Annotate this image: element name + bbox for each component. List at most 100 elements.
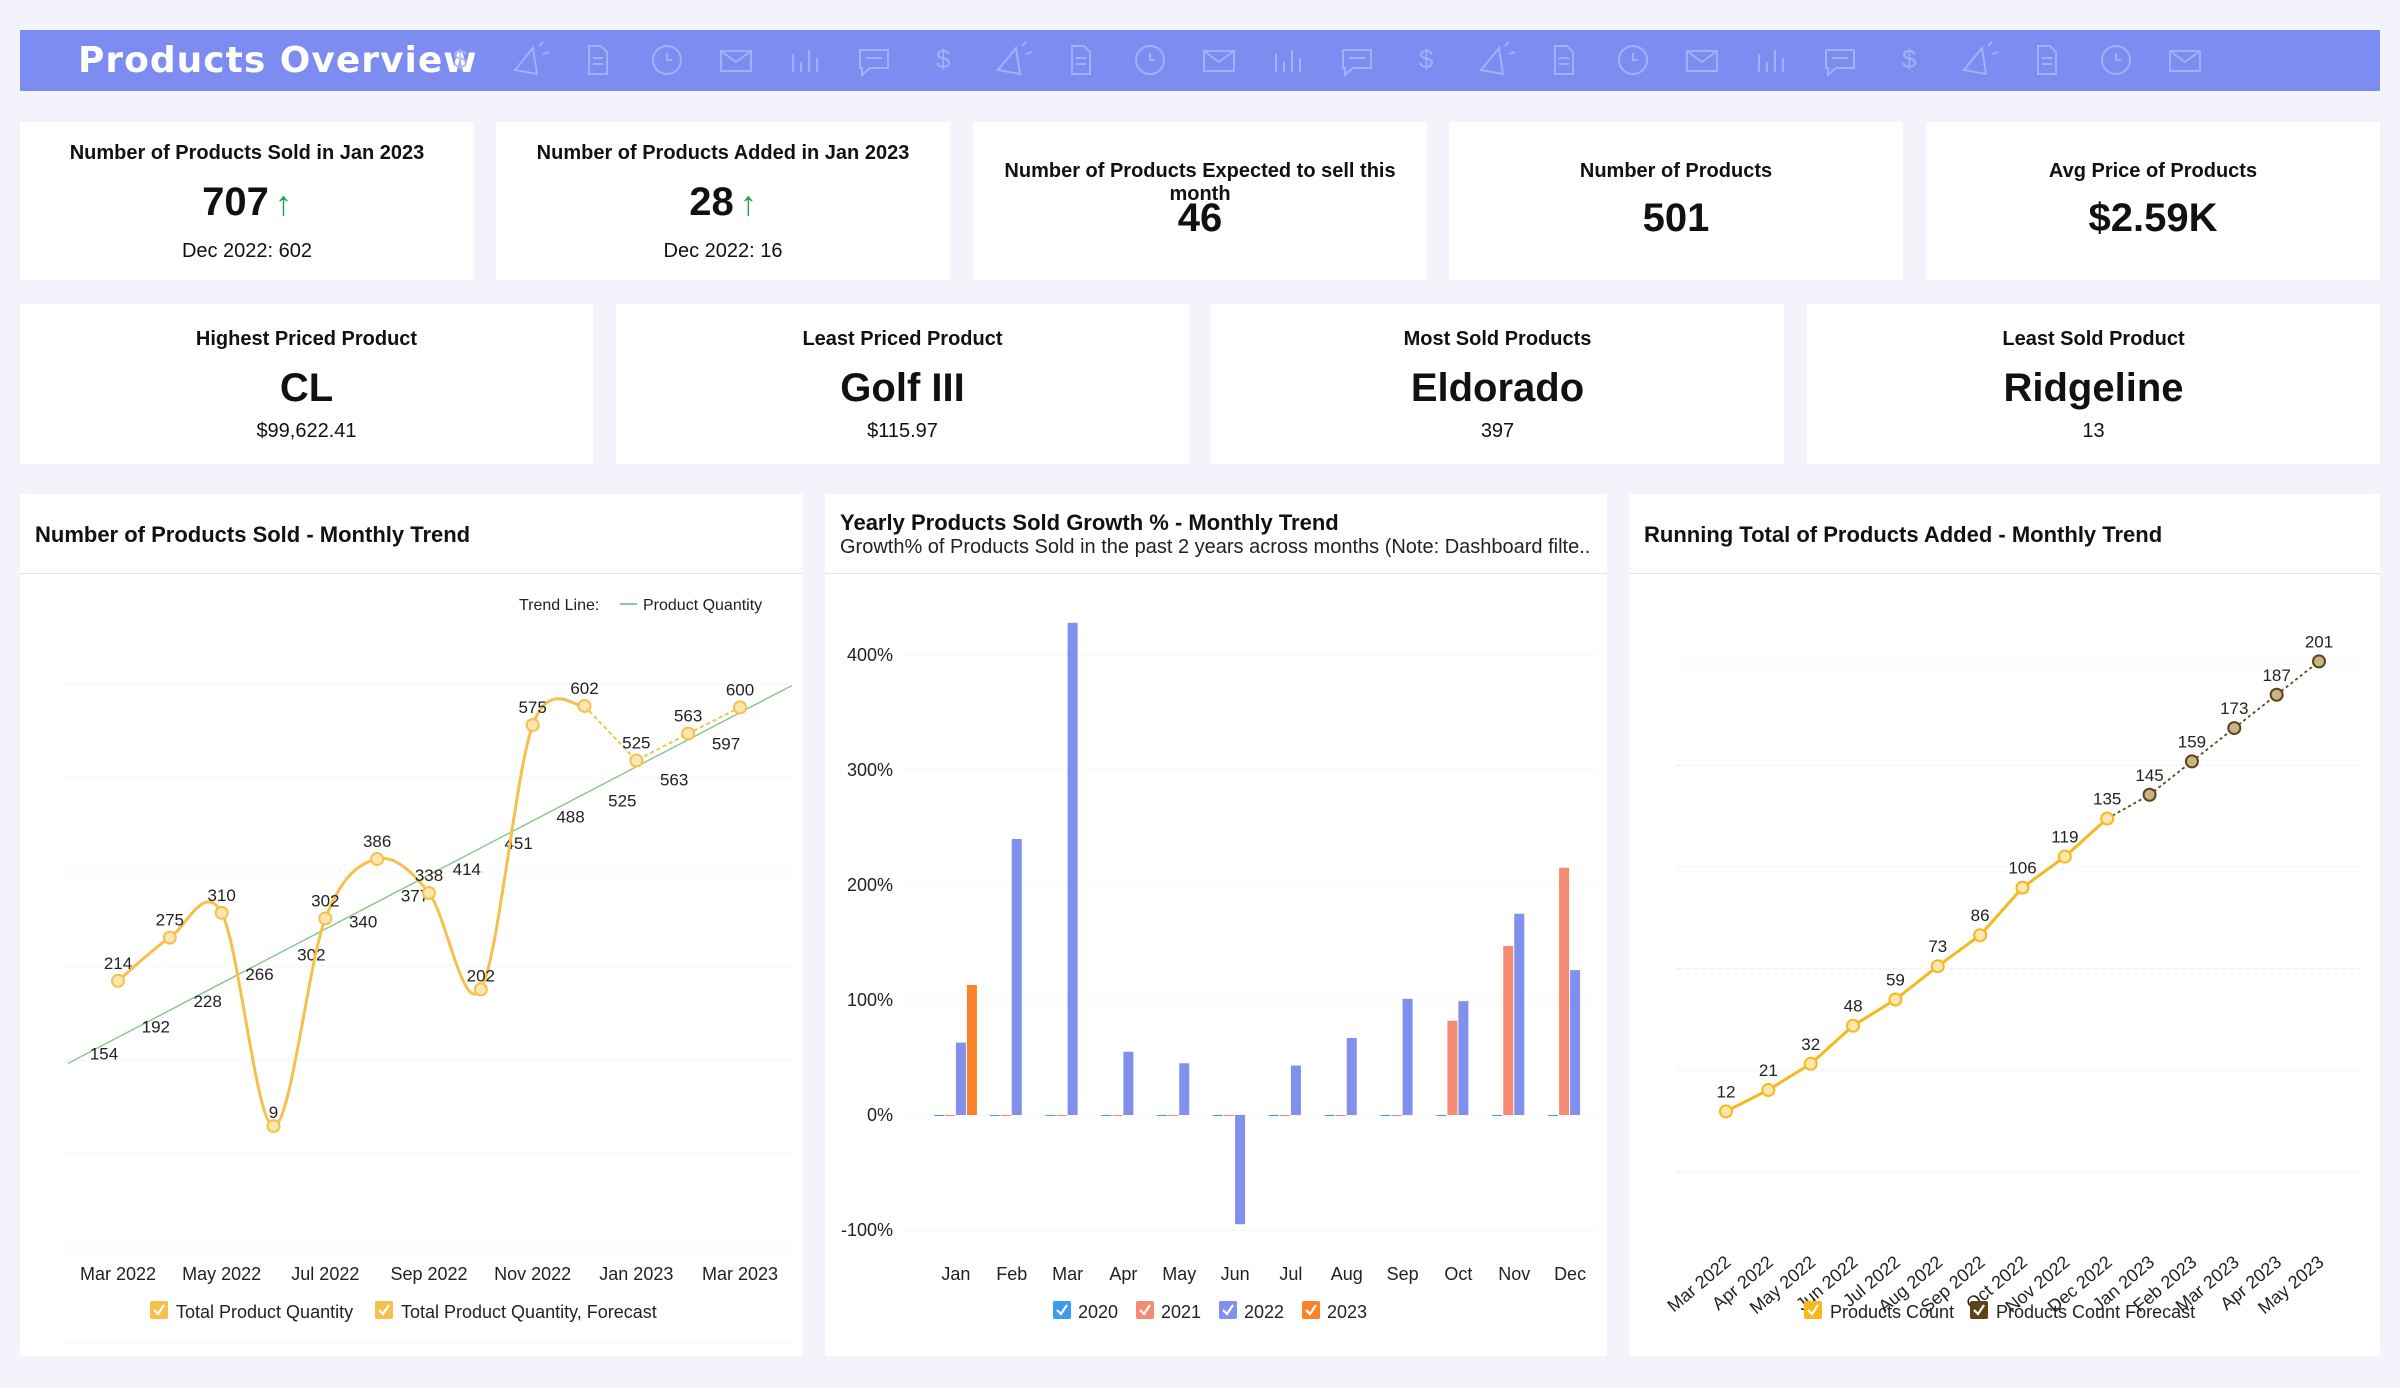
mail-flap	[720, 50, 752, 64]
data-label: 48	[1844, 997, 1863, 1016]
x-tick-label: Mar 2023	[702, 1264, 778, 1284]
clock-hands	[1149, 53, 1155, 61]
banner-bars-icon	[792, 50, 818, 72]
series-line-forecast	[583, 705, 741, 762]
trend-label: 154	[90, 1044, 118, 1063]
panel-title: Yearly Products Sold Growth % - Monthly …	[840, 510, 1339, 535]
data-point	[525, 718, 540, 733]
data-point	[1803, 1056, 1818, 1071]
kpi-sub-value: 13	[2082, 420, 2105, 442]
kpi-card-expected-sales[interactable]: Number of Products Expected to sell this…	[973, 122, 1427, 280]
arrow-up-icon: ↑	[274, 185, 292, 223]
forecast-point	[2269, 687, 2284, 702]
panel-yearly-growth[interactable]: Yearly Products Sold Growth % - Monthly …	[825, 494, 1607, 1356]
kpi-label: Least Priced Product	[802, 328, 1003, 350]
kpi-card-products-sold[interactable]: Number of Products Sold in Jan 2023 707 ↑…	[20, 122, 474, 280]
panel-divider	[825, 573, 1607, 574]
mail-body	[1686, 50, 1718, 72]
bar-2022-Aug	[1346, 1037, 1357, 1115]
legend-label: 2022	[1244, 1302, 1284, 1322]
bar-2022-Jun	[1235, 1115, 1246, 1225]
doc-shape	[1071, 45, 1091, 75]
running-total-line-chart[interactable]: 12213248597386106119135145159173187201Ma…	[1629, 494, 2380, 1356]
bar-2020-Jun	[1213, 1115, 1224, 1116]
dollar-glyph: $	[1902, 44, 1917, 74]
trend-label: 525	[608, 792, 636, 811]
data-point	[162, 930, 177, 945]
banner-bars-icon	[1275, 50, 1301, 72]
legend-checkbox-check	[1973, 1304, 1985, 1316]
data-label: 310	[207, 886, 235, 905]
panel-subtitle: Growth% of Products Sold in the past 2 y…	[840, 536, 1590, 558]
banner-dollar-icon: $	[453, 44, 468, 74]
forecast-point	[2312, 654, 2326, 669]
products-sold-line-chart[interactable]: 154192228266302340377414451488525563597T…	[20, 494, 803, 1356]
kpi-card-products-added[interactable]: Number of Products Added in Jan 2023 28 ↑…	[496, 122, 950, 280]
banner-document-icon	[1554, 45, 1574, 75]
x-tick-label: Jul	[1279, 1264, 1302, 1284]
bars-shape	[1758, 50, 1784, 72]
x-tick-label: Mar	[1052, 1264, 1083, 1284]
data-point	[266, 1119, 281, 1134]
mail-body	[1203, 50, 1235, 72]
forecast-point	[629, 753, 644, 768]
kpi-card-most-sold[interactable]: Most Sold Products Eldorado 397	[1211, 304, 1784, 464]
banner-document-icon	[1071, 45, 1091, 75]
trend-line	[67, 684, 793, 1065]
data-point	[111, 973, 125, 988]
chat-shape	[1825, 49, 1855, 78]
forecast-label: 159	[2178, 732, 2206, 751]
kpi-card-number-of-products[interactable]: Number of Products 501	[1449, 122, 1903, 280]
x-tick-label: Jan 2023	[599, 1264, 673, 1284]
mail-body	[2169, 50, 2201, 72]
kpi-card-least-sold[interactable]: Least Sold Product Ridgeline 13	[1807, 304, 2380, 464]
bar-2022-Feb	[1011, 839, 1022, 1115]
data-label: 338	[415, 866, 443, 885]
banner-clock-icon	[1618, 45, 1648, 75]
panel-products-sold-trend[interactable]: Number of Products Sold - Monthly Trend …	[20, 494, 803, 1356]
x-tick-label: Feb	[996, 1264, 1027, 1284]
kpi-value: $2.59K	[2088, 196, 2218, 240]
banner-chat-icon	[1342, 49, 1372, 78]
y-tick-label: 200%	[847, 875, 893, 895]
kpi-sub-value: 397	[1480, 420, 1515, 442]
bar-2021-Oct	[1447, 1020, 1458, 1115]
dashboard-banner: Products Overview $ $ $ $	[20, 30, 2380, 91]
x-tick-label: Sep 2022	[390, 1264, 467, 1284]
data-point	[214, 905, 229, 920]
dollar-glyph: $	[936, 44, 951, 74]
legend-checkbox	[1053, 1301, 1071, 1319]
legend-checkbox	[1804, 1301, 1822, 1319]
data-label: 135	[2093, 790, 2121, 809]
legend-label: 2021	[1161, 1302, 1201, 1322]
mail-flap	[2169, 50, 2201, 64]
kpi-card-highest-priced[interactable]: Highest Priced Product CL $99,622.41	[20, 304, 593, 464]
kpi-card-least-priced[interactable]: Least Priced Product Golf III $115.97	[616, 304, 1189, 464]
clock-face	[1135, 45, 1165, 75]
legend-checkbox-check	[1056, 1304, 1068, 1316]
page-title: Products Overview	[78, 40, 478, 81]
arrow-up-icon: ↑	[739, 185, 757, 223]
bar-2022-Jul	[1290, 1065, 1301, 1115]
bar-2020-Nov	[1492, 1115, 1503, 1116]
kpi-label: Highest Priced Product	[195, 328, 418, 350]
kpi-label: Number of Products	[1579, 160, 1773, 182]
x-tick-label: May	[1162, 1264, 1196, 1284]
kpi-value: 28 ↑	[496, 180, 950, 225]
bar-2021-Jan	[944, 1115, 955, 1116]
bar-2020-Mar	[1045, 1115, 1056, 1116]
kpi-card-avg-price[interactable]: Avg Price of Products $2.59K	[1926, 122, 2380, 280]
trend-label: 340	[349, 913, 377, 932]
panel-running-total[interactable]: Running Total of Products Added - Monthl…	[1629, 494, 2380, 1356]
kpi-label: Least Sold Product	[2002, 328, 2185, 350]
yearly-growth-bar-chart[interactable]: 400% 300% 200% 100% 0% -100% Jan Feb Mar Apr May Ju…	[825, 494, 1607, 1356]
clock-face	[652, 45, 682, 75]
trend-label: 266	[245, 965, 273, 984]
banner-mail-icon	[720, 50, 752, 72]
banner-bars-icon	[1758, 50, 1784, 72]
bar-2023-Jan	[966, 985, 977, 1115]
data-point	[1846, 1018, 1861, 1033]
banner-clock-icon	[2101, 45, 2131, 75]
data-point	[1930, 959, 1945, 974]
legend-checkbox	[1302, 1301, 1320, 1319]
